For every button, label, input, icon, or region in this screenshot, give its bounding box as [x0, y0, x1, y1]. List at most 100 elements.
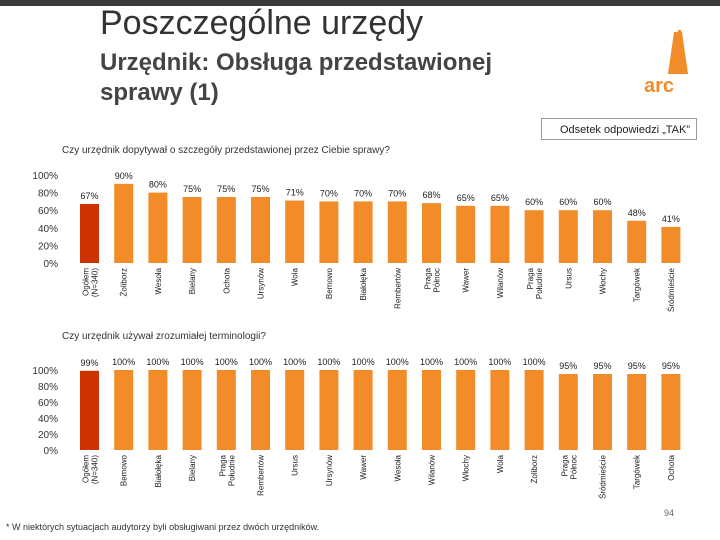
chart1-bar [524, 210, 544, 263]
chart1-category-label: Ursynów [257, 268, 266, 299]
chart1-category-label: Wola [291, 267, 300, 286]
chart2-bar [251, 370, 270, 450]
chart1-value-label: 60% [525, 197, 543, 207]
chart2-category-label: Ursus [291, 455, 300, 476]
chart2-category-label: Wilanów [428, 455, 437, 485]
chart1-value-label: 65% [491, 193, 509, 203]
chart2-category-label: PragaPołudnie [218, 454, 236, 486]
chart2-y-tick: 100% [32, 366, 58, 377]
chart1-bar [285, 200, 305, 263]
chart2-value-label: 100% [215, 357, 238, 367]
chart2-value-label: 95% [628, 361, 646, 371]
chart1-category-label: Wesoła [154, 267, 163, 294]
page-title: Poszczególne urzędy [100, 4, 424, 42]
chart1-category-label: Rembertów [393, 268, 402, 309]
chart2-category-label: Wawer [359, 455, 368, 480]
chart1-bar [114, 183, 134, 263]
chart2-bar [524, 370, 544, 450]
chart2-value-label: 100% [249, 357, 272, 367]
chart1-category-label: Bemowo [325, 267, 334, 299]
chart1-value-label: 41% [662, 214, 680, 224]
chart2-value-label: 100% [386, 357, 409, 367]
chart1-value-label: 75% [183, 184, 201, 194]
chart1-y-tick: 100% [32, 171, 58, 182]
chart2-value-label: 100% [283, 357, 306, 367]
chart1-bar [182, 197, 202, 263]
chart2-category-label: Białołęka [154, 454, 163, 487]
chart2-category-label: Ursynów [325, 455, 334, 486]
chart2-value-label: 100% [112, 357, 135, 367]
chart1-bar [387, 201, 407, 263]
chart1-value-label: 48% [628, 208, 646, 218]
chart2-category-label: Bemowo [120, 454, 129, 486]
chart2-value-label: 100% [317, 357, 340, 367]
chart2-y-tick: 40% [38, 414, 58, 425]
chart1-bar [216, 197, 236, 263]
chart2-bar [422, 370, 441, 450]
chart2-value-label: 100% [523, 357, 546, 367]
chart2-bar [285, 370, 305, 450]
chart2-bar [661, 374, 681, 450]
chart2-category-label: Targówek [633, 454, 642, 489]
chart2-category-label: Rembertów [257, 455, 266, 496]
chart1-y-tick: 60% [38, 206, 58, 217]
chart1-y-tick: 40% [38, 224, 58, 235]
page-number: 94 [664, 508, 675, 518]
chart2-value-label: 100% [420, 357, 443, 367]
chart1-value-label: 67% [80, 191, 98, 201]
chart1-category-label: Targówek [633, 267, 642, 302]
chart1-bar [251, 197, 270, 263]
chart1-y-tick: 80% [38, 189, 58, 200]
chart1-value-label: 60% [593, 197, 611, 207]
page-subtitle: Urzędnik: Obsługa przedstawionej sprawy … [100, 49, 493, 106]
chart2-value-label: 100% [488, 357, 511, 367]
chart2-value-label: 100% [181, 357, 204, 367]
chart1-bar [627, 220, 647, 263]
chart1-category-label: Śródmieście [667, 267, 676, 312]
chart1-value-label: 75% [251, 184, 269, 194]
chart2-value-label: 100% [352, 357, 375, 367]
chart1-category-label: Białołęka [359, 267, 368, 300]
chart2-category-label: PragaPółnoc [560, 454, 578, 479]
chart2-bar [182, 370, 202, 450]
chart1-bar [593, 210, 612, 263]
chart2-bar [456, 370, 476, 450]
chart1-bar [661, 226, 681, 263]
chart2-bar [353, 370, 373, 450]
chart2-y-tick: 60% [38, 398, 58, 409]
arc-logo: arc [644, 30, 688, 97]
chart1-value-label: 70% [320, 188, 338, 198]
chart1-category-label: Włochy [599, 268, 608, 294]
chart1-value-label: 70% [354, 188, 372, 198]
chart2-bar [216, 370, 236, 450]
chart1-y-tick: 20% [38, 241, 58, 252]
chart2-title: Czy urzędnik używał zrozumiałej terminol… [62, 331, 266, 342]
chart2-bar [490, 370, 510, 450]
chart1-value-label: 80% [149, 180, 167, 190]
chart2-category-label: Żoliborz [530, 455, 539, 483]
chart2-bar [627, 374, 647, 450]
chart2-bar [593, 374, 612, 450]
chart1-category-label: Ochota [222, 267, 231, 293]
chart2-category-label: Ochota [667, 454, 676, 480]
chart2-value-label: 100% [146, 357, 169, 367]
chart1-category-label: Ursus [564, 268, 573, 289]
chart1-bar [422, 203, 441, 263]
chart1-category-label: Bielany [188, 268, 197, 294]
chart2-bar [319, 370, 339, 450]
chart2-value-label: 99% [80, 358, 98, 368]
chart2-category-label: Wola [496, 454, 505, 473]
chart1-category-label: PragaPołudnie [526, 267, 544, 299]
chart2-category-label: Włochy [462, 455, 471, 481]
chart1-value-label: 65% [457, 193, 475, 203]
chart1-value-label: 68% [422, 190, 440, 200]
chart2-category-label: Ogółem(N=340) [82, 455, 100, 484]
logo-text: arc [644, 75, 674, 97]
chart1-category-label: Wawer [462, 268, 471, 293]
chart2-bar [387, 370, 407, 450]
chart1-category-label: Ogółem(N=340) [82, 268, 100, 297]
chart2-value-label: 95% [593, 361, 611, 371]
chart1-bar [353, 201, 373, 263]
chart2-bar [558, 374, 578, 450]
